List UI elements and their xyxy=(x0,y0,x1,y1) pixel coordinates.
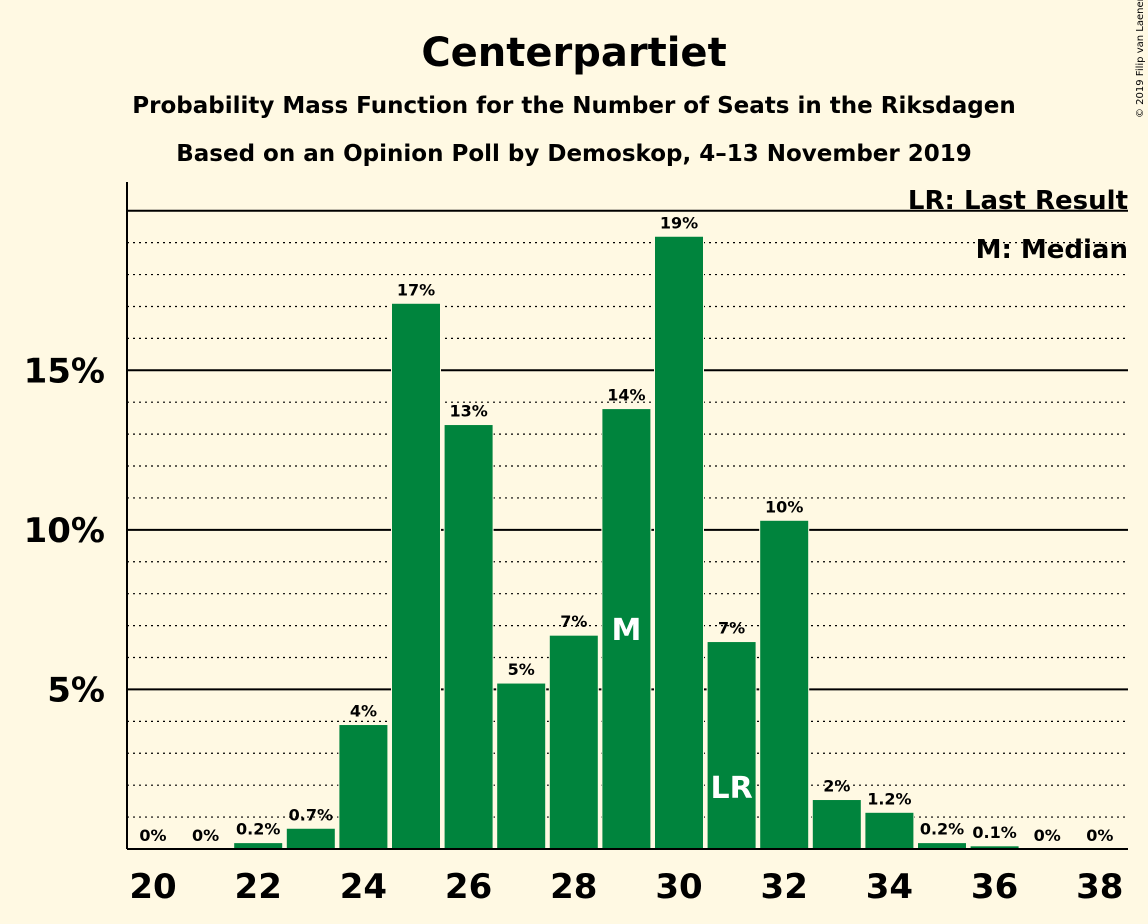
y-axis-ticks: 5% 10% 15% xyxy=(24,351,105,710)
chart-title: Centerpartiet xyxy=(421,30,726,76)
legend-median: M: Median xyxy=(976,235,1128,265)
x-tick-label: 38 xyxy=(1076,867,1123,907)
bar-seat-29 xyxy=(601,408,652,850)
bar-seat-30 xyxy=(654,235,704,850)
x-tick-label: 24 xyxy=(340,867,387,907)
bar-seat-32 xyxy=(759,519,810,850)
data-label-seat-36: 0.1% xyxy=(972,823,1016,842)
x-tick-label: 26 xyxy=(445,867,492,907)
bar-seat-23 xyxy=(285,827,336,850)
data-label-seat-33: 2% xyxy=(823,777,850,796)
x-tick-label: 34 xyxy=(866,867,913,907)
bar-seat-25 xyxy=(391,302,441,850)
y-tick-label: 10% xyxy=(24,511,105,551)
data-label-seat-20: 0% xyxy=(139,826,166,845)
legend-last-result: LR: Last Result xyxy=(908,186,1128,216)
data-label-seat-30: 19% xyxy=(660,213,698,232)
data-label-seat-26: 13% xyxy=(449,402,487,421)
data-label-seat-38: 0% xyxy=(1086,826,1113,845)
x-tick-label: 28 xyxy=(550,867,597,907)
data-label-seat-28: 7% xyxy=(560,612,587,631)
data-label-seat-32: 10% xyxy=(765,497,803,516)
x-tick-label: 30 xyxy=(655,867,702,907)
data-label-seat-22: 0.2% xyxy=(236,820,280,839)
grid-lines xyxy=(127,209,1128,818)
bar-seat-33 xyxy=(811,799,862,850)
y-tick-label: 5% xyxy=(47,670,105,710)
data-label-seat-27: 5% xyxy=(508,660,535,679)
median-marker: M xyxy=(611,613,641,648)
bar-seat-34 xyxy=(864,811,915,850)
data-label-seat-35: 0.2% xyxy=(920,820,964,839)
data-label-seat-25: 17% xyxy=(397,280,435,299)
last-result-marker: LR xyxy=(710,771,752,806)
bar-seat-24 xyxy=(338,724,389,850)
data-label-seat-24: 4% xyxy=(350,702,377,721)
data-label-seat-37: 0% xyxy=(1034,826,1061,845)
chart-subtitle-2: Based on an Opinion Poll by Demoskop, 4–… xyxy=(176,141,972,167)
chart-subtitle-1: Probability Mass Function for the Number… xyxy=(132,93,1015,119)
x-axis-ticks: 20 22 24 26 28 30 32 34 36 38 xyxy=(129,867,1123,907)
data-label-seat-34: 1.2% xyxy=(867,789,911,808)
bar-seat-31 xyxy=(706,641,757,850)
data-label-seat-23: 0.7% xyxy=(289,805,333,824)
y-tick-label: 15% xyxy=(24,351,105,391)
data-label-seat-31: 7% xyxy=(718,619,745,638)
bars-group xyxy=(233,235,1020,850)
copyright-note: © 2019 Filip van Laenen xyxy=(1135,0,1146,118)
x-tick-label: 36 xyxy=(971,867,1018,907)
x-tick-label: 22 xyxy=(235,867,282,907)
bar-seat-26 xyxy=(443,424,494,850)
x-tick-label: 20 xyxy=(129,867,176,907)
bar-seat-27 xyxy=(496,682,547,850)
data-labels-group: 0% 0% 0.2% 0.7% 4% 17% 13% 5% 7% 14% 19% 7% 10% 2% 1.2… xyxy=(139,213,1113,845)
bar-seat-28 xyxy=(548,634,599,850)
x-tick-label: 32 xyxy=(761,867,808,907)
data-label-seat-21: 0% xyxy=(192,826,219,845)
data-label-seat-29: 14% xyxy=(607,386,645,405)
